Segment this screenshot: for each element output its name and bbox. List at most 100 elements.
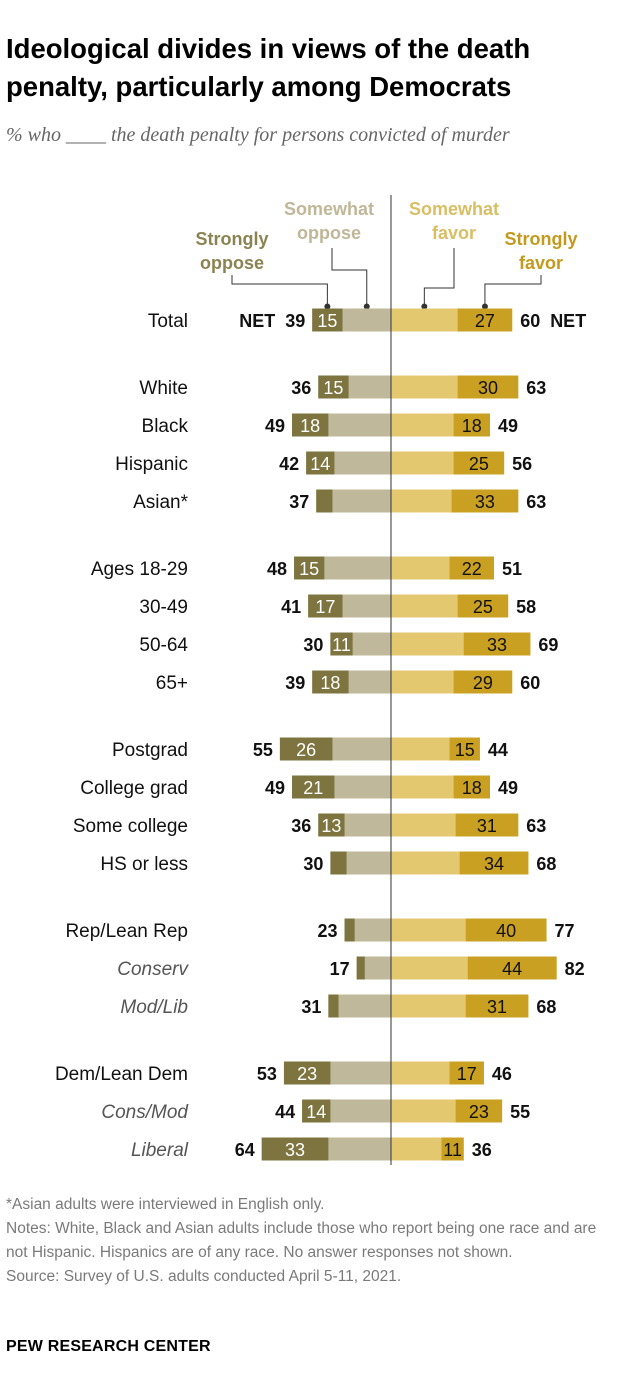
oppose-net-value: 30 [303, 854, 323, 874]
oppose-net-value: 39 [285, 311, 305, 331]
oppose-net-value: 17 [330, 959, 350, 979]
row-label: HS or less [100, 854, 188, 875]
oppose-net-value: 53 [257, 1064, 277, 1084]
row-cons-mod: Cons/Mod 14 44 23 55 [101, 1099, 530, 1123]
strongly-favor-bar [457, 375, 519, 399]
strongly-favor-bar [451, 489, 519, 513]
pew-logo-text: PEW RESEARCH CENTER [6, 1338, 211, 1355]
strongly-favor-value: 18 [462, 778, 482, 798]
row-label: Cons/Mod [101, 1102, 189, 1123]
row-rep-lean-rep: Rep/Lean Rep 23 40 77 [65, 918, 575, 942]
strongly-favor-bar [455, 1099, 503, 1123]
favor-net-value: 82 [565, 959, 585, 979]
strongly-favor-value: 40 [496, 921, 516, 941]
strongly-favor-bar [453, 775, 490, 799]
row-label: 50-64 [139, 635, 188, 656]
strongly-oppose-value: 15 [317, 311, 337, 331]
strongly-oppose-bar [279, 737, 333, 761]
legend-somewhat-favor: Somewhat favor [409, 199, 499, 243]
strongly-favor-value: 34 [484, 854, 504, 874]
strongly-favor-value: 17 [457, 1064, 477, 1084]
strongly-oppose-bar [302, 1099, 331, 1123]
leader-dot-strongly-favor [481, 303, 488, 310]
favor-net-value: 36 [472, 1140, 492, 1160]
oppose-net-value: 36 [291, 378, 311, 398]
row-total: Total 15 39 27 60 NET NET [148, 308, 586, 332]
strongly-favor-value: 44 [502, 959, 522, 979]
notes-text: Notes: White, Black and Asian adults inc… [6, 1220, 597, 1261]
strongly-favor-value: 27 [475, 311, 495, 331]
strongly-oppose-bar [312, 308, 343, 332]
strongly-oppose-value: 14 [306, 1102, 326, 1122]
row-label: College grad [80, 778, 188, 799]
chart-title: Ideological divides in views of the deat… [6, 33, 531, 102]
strongly-oppose-value: 33 [285, 1140, 305, 1160]
favor-net-value: 51 [502, 559, 522, 579]
strongly-favor-bar [457, 308, 513, 332]
favor-net-value: 69 [538, 635, 558, 655]
oppose-net-value: 44 [275, 1102, 295, 1122]
favor-net-value: 63 [526, 492, 546, 512]
strongly-favor-value: 31 [487, 997, 507, 1017]
row-label: Hispanic [115, 454, 188, 475]
favor-net-value: 63 [526, 816, 546, 836]
strongly-favor-bar [453, 670, 513, 694]
favor-net-value: 46 [492, 1064, 512, 1084]
oppose-net-value: 64 [235, 1140, 255, 1160]
strongly-favor-bar [463, 632, 531, 656]
strongly-favor-bar [465, 918, 547, 942]
row-label: Total [148, 311, 188, 332]
strongly-favor-value: 31 [477, 816, 497, 836]
row-white: White 15 36 30 63 [139, 375, 546, 399]
strongly-favor-value: 33 [475, 492, 495, 512]
strongly-favor-value: 22 [462, 559, 482, 579]
diverging-bar-chart: Strongly oppose Somewhat oppose Somewhat favo… [55, 195, 586, 1165]
row-label: Rep/Lean Rep [65, 921, 188, 942]
row-hispanic: Hispanic 14 42 25 56 [115, 451, 532, 475]
strongly-oppose-bar [318, 375, 349, 399]
leader-strongly-oppose [231, 275, 328, 307]
strongly-favor-bar [449, 737, 480, 761]
favor-net-value: 68 [536, 997, 556, 1017]
strongly-oppose-value: 18 [320, 673, 340, 693]
row-ages-18-29: Ages 18-29 15 48 22 51 [91, 556, 522, 580]
strongly-favor-bar [453, 451, 505, 475]
net-word-left: NET [239, 311, 275, 331]
row-label: Black [142, 416, 189, 437]
oppose-net-value: 23 [318, 921, 338, 941]
strongly-favor-bar [459, 851, 529, 875]
strongly-favor-bar [455, 813, 519, 837]
strongly-favor-value: 11 [443, 1140, 462, 1160]
oppose-net-value: 41 [281, 597, 301, 617]
leader-somewhat-favor [423, 248, 455, 307]
strongly-oppose-bar [283, 1061, 331, 1085]
somewhat-oppose-bar [328, 994, 391, 1018]
row-label: 30-49 [139, 597, 188, 618]
row-label: Mod/Lib [120, 997, 188, 1018]
row-mod-lib: Mod/Lib 31 31 68 [120, 994, 556, 1018]
favor-net-value: 68 [536, 854, 556, 874]
strongly-oppose-bar [344, 918, 355, 942]
oppose-net-value: 49 [265, 416, 285, 436]
notes-block: *Asian adults were interviewed in Englis… [6, 1193, 614, 1289]
oppose-net-value: 31 [301, 997, 321, 1017]
row-conserv: Conserv 17 44 82 [117, 956, 585, 980]
row-label: Asian* [133, 492, 189, 513]
oppose-net-value: 42 [279, 454, 299, 474]
strongly-oppose-bar [261, 1137, 329, 1161]
strongly-favor-bar [465, 994, 529, 1018]
net-word-right: NET [550, 311, 586, 331]
strongly-oppose-value: 13 [321, 816, 341, 836]
strongly-oppose-value: 11 [332, 635, 351, 655]
row-postgrad: Postgrad 26 55 15 44 [112, 737, 508, 761]
favor-net-value: 49 [498, 416, 518, 436]
legend-strongly-oppose: Strongly oppose [195, 229, 268, 273]
row-label: White [139, 378, 188, 399]
row-50-64: 50-64 11 30 33 69 [139, 632, 558, 656]
strongly-favor-value: 23 [469, 1102, 489, 1122]
oppose-net-value: 55 [253, 740, 273, 760]
row-dem-lean-dem: Dem/Lean Dem 23 53 17 46 [55, 1061, 512, 1085]
oppose-net-value: 49 [265, 778, 285, 798]
strongly-favor-bar [453, 413, 490, 437]
